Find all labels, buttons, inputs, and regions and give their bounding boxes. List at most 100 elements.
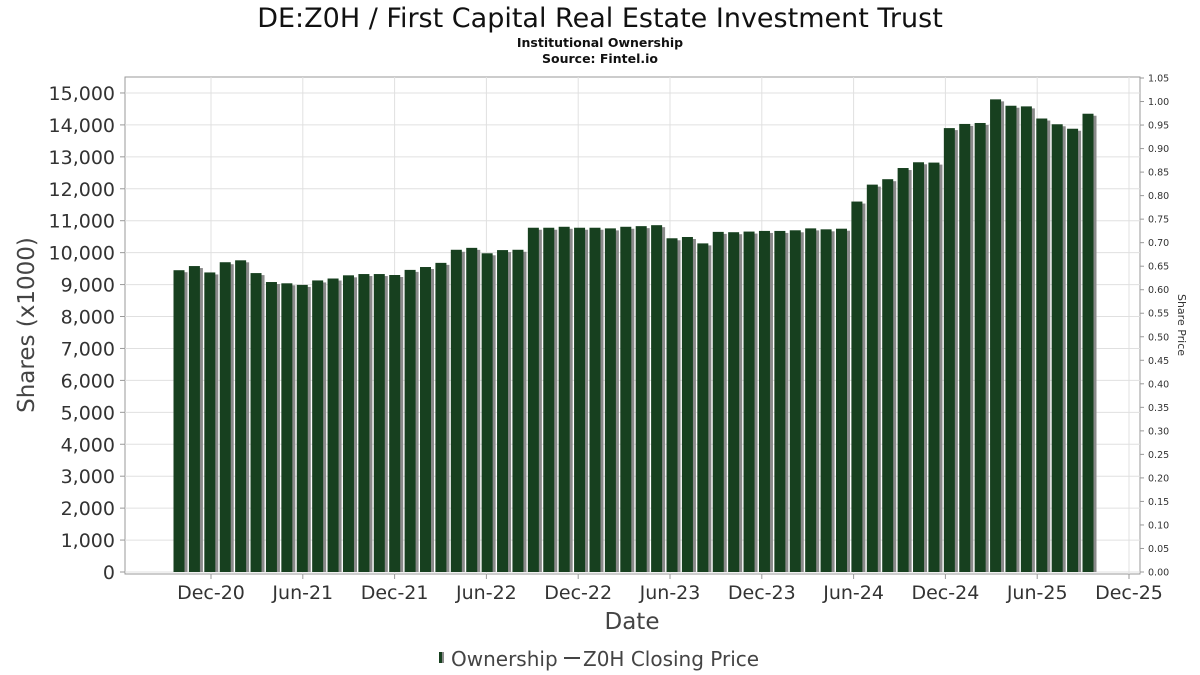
bar	[758, 230, 770, 573]
y-tick-label: 12,000	[49, 179, 115, 201]
bar	[527, 227, 539, 573]
y-tick-label: 5,000	[61, 402, 115, 424]
bar	[1020, 106, 1032, 572]
bar	[974, 122, 986, 573]
bar	[558, 226, 570, 573]
bar	[435, 262, 447, 572]
bar	[681, 236, 693, 573]
x-tick-label: Dec-24	[911, 582, 979, 604]
bar	[990, 99, 1002, 573]
chart-subtitle: Institutional Ownership	[517, 35, 683, 50]
bar	[1036, 118, 1048, 573]
y-tick-label: 15,000	[49, 83, 115, 105]
bar	[913, 162, 925, 572]
bar	[1005, 105, 1017, 572]
y2-tick-label: 0.25	[1148, 450, 1169, 461]
legend: Ownership Z0H Closing Price	[439, 647, 759, 671]
bar	[928, 162, 940, 572]
bar	[373, 274, 385, 572]
x-tick-label: Dec-23	[728, 582, 796, 604]
bar	[1067, 128, 1079, 573]
bar	[943, 128, 955, 572]
x-tick-label: Dec-21	[361, 582, 429, 604]
y2-tick-label: 0.65	[1148, 262, 1169, 273]
legend-price-label: Z0H Closing Price	[583, 647, 759, 671]
y-tick-label: 2,000	[61, 498, 115, 520]
y2-tick-label: 1.05	[1148, 74, 1169, 85]
bar	[743, 231, 755, 572]
bar	[543, 227, 555, 573]
x-tick-label: Dec-20	[177, 582, 245, 604]
bar	[959, 123, 971, 572]
y2-tick-label: 0.80	[1148, 191, 1169, 202]
bar	[358, 274, 370, 572]
y2-axis-ticks: 0.00 0.05 0.10 0.15 0.20 0.25 0.30 0.35 0.40 0.45…	[1140, 74, 1169, 579]
bar	[1051, 124, 1063, 572]
bar	[589, 227, 601, 573]
y2-tick-label: 0.85	[1148, 168, 1169, 179]
y2-tick-label: 0.70	[1148, 238, 1169, 249]
bar	[574, 227, 586, 573]
bar	[481, 253, 493, 572]
y2-tick-label: 0.05	[1148, 544, 1169, 555]
bar	[420, 267, 432, 572]
y2-tick-label: 0.15	[1148, 497, 1169, 508]
chart-title: DE:Z0H / First Capital Real Estate Inves…	[257, 3, 943, 34]
y2-tick-label: 0.30	[1148, 426, 1169, 437]
bar	[204, 272, 216, 572]
bar	[497, 250, 509, 572]
bar	[512, 249, 524, 572]
bar	[250, 273, 262, 572]
y2-tick-label: 1.00	[1148, 97, 1169, 108]
bar	[312, 280, 324, 572]
bar	[851, 201, 863, 572]
y2-tick-label: 0.60	[1148, 285, 1169, 296]
y-axis-label: Shares (x1000)	[14, 237, 40, 413]
bar	[1082, 113, 1094, 573]
legend-ownership-swatch-fill	[439, 652, 442, 663]
bar	[604, 228, 616, 572]
y-tick-label: 6,000	[61, 370, 115, 392]
x-tick-label: Jun-25	[1006, 582, 1068, 604]
y-tick-label: 8,000	[61, 307, 115, 329]
y-tick-label: 1,000	[61, 530, 115, 552]
y2-tick-label: 0.90	[1148, 144, 1169, 155]
y2-axis-label: Share Price	[1175, 294, 1188, 356]
y-tick-label: 3,000	[61, 466, 115, 488]
y2-tick-label: 0.10	[1148, 520, 1169, 531]
bar	[466, 247, 478, 572]
y2-tick-label: 0.45	[1148, 356, 1169, 367]
bar	[389, 275, 401, 572]
y-tick-label: 14,000	[49, 115, 115, 137]
x-tick-label: Jun-22	[455, 582, 517, 604]
bar	[882, 179, 894, 572]
legend-ownership-swatch	[441, 652, 444, 663]
y-tick-label: 13,000	[49, 147, 115, 169]
y2-tick-label: 0.75	[1148, 215, 1169, 226]
bar	[235, 260, 247, 572]
chart-source: Source: Fintel.io	[542, 51, 658, 66]
bar	[327, 278, 339, 572]
bar	[296, 284, 308, 572]
y2-tick-label: 0.95	[1148, 121, 1169, 132]
x-axis-label: Date	[605, 609, 660, 635]
x-axis-ticks: Dec-20 Jun-21 Dec-21 Jun-22 Dec-22 Jun-23 Dec-…	[177, 574, 1163, 604]
bar	[712, 231, 724, 573]
y-tick-label: 7,000	[61, 338, 115, 360]
x-tick-label: Jun-24	[822, 582, 884, 604]
bar	[789, 230, 801, 572]
bar	[728, 232, 740, 572]
y2-tick-label: 0.40	[1148, 379, 1169, 390]
bar	[820, 229, 832, 572]
y-tick-label: 9,000	[61, 275, 115, 297]
bar	[897, 168, 909, 573]
bar	[620, 226, 632, 573]
x-tick-label: Jun-21	[271, 582, 333, 604]
x-tick-label: Dec-22	[544, 582, 612, 604]
bar	[635, 226, 647, 572]
y-tick-label: 11,000	[49, 211, 115, 233]
bar	[450, 249, 462, 572]
y2-tick-label: 0.55	[1148, 309, 1169, 320]
bar	[188, 266, 200, 572]
